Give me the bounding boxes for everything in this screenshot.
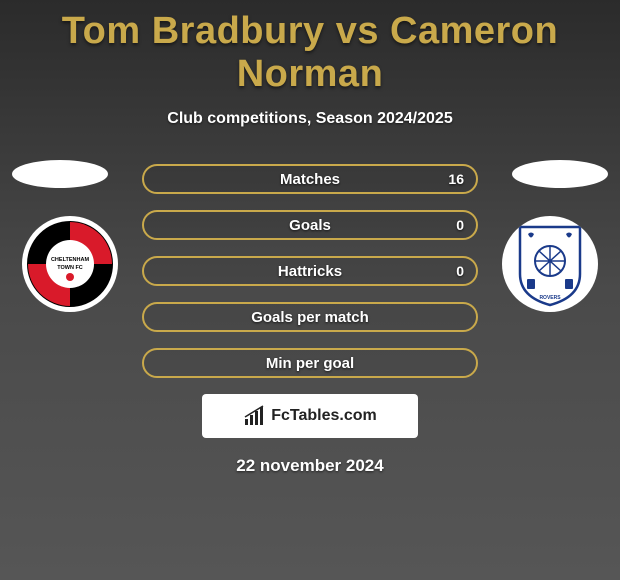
stat-right-value: 0 xyxy=(456,217,464,233)
stat-label: Hattricks xyxy=(278,263,342,280)
svg-text:TOWN FC: TOWN FC xyxy=(57,265,83,271)
stat-label: Min per goal xyxy=(266,355,354,372)
player-oval-left xyxy=(12,160,108,188)
stat-row-mpg: Min per goal xyxy=(142,348,478,378)
svg-text:CHELTENHAM: CHELTENHAM xyxy=(51,257,90,263)
stats-list: Matches 16 Goals 0 Hattricks 0 Goals per… xyxy=(142,164,478,378)
chart-icon xyxy=(243,405,265,427)
brand-text: FcTables.com xyxy=(271,407,377,425)
player-oval-right xyxy=(512,160,608,188)
date-label: 22 november 2024 xyxy=(0,456,620,476)
stat-label: Matches xyxy=(280,171,340,188)
stat-right-value: 0 xyxy=(456,263,464,279)
stat-row-matches: Matches 16 xyxy=(142,164,478,194)
stat-row-goals: Goals 0 xyxy=(142,210,478,240)
stat-label: Goals xyxy=(289,217,331,234)
svg-text:ROVERS: ROVERS xyxy=(539,295,561,301)
brand-footer[interactable]: FcTables.com xyxy=(202,394,418,438)
club-badge-left: CHELTENHAM TOWN FC xyxy=(22,216,118,312)
stat-label: Goals per match xyxy=(251,309,369,326)
subtitle: Club competitions, Season 2024/2025 xyxy=(0,110,620,128)
stat-row-gpm: Goals per match xyxy=(142,302,478,332)
stat-row-hattricks: Hattricks 0 xyxy=(142,256,478,286)
comparison-panel: CHELTENHAM TOWN FC ROVERS Matches 16 Goa… xyxy=(0,164,620,476)
cheltenham-logo-icon: CHELTENHAM TOWN FC xyxy=(27,221,113,307)
club-badge-right: ROVERS xyxy=(502,216,598,312)
stat-right-value: 16 xyxy=(448,171,464,187)
page-title: Tom Bradbury vs Cameron Norman xyxy=(0,0,620,96)
tranmere-logo-icon: ROVERS xyxy=(505,219,595,309)
